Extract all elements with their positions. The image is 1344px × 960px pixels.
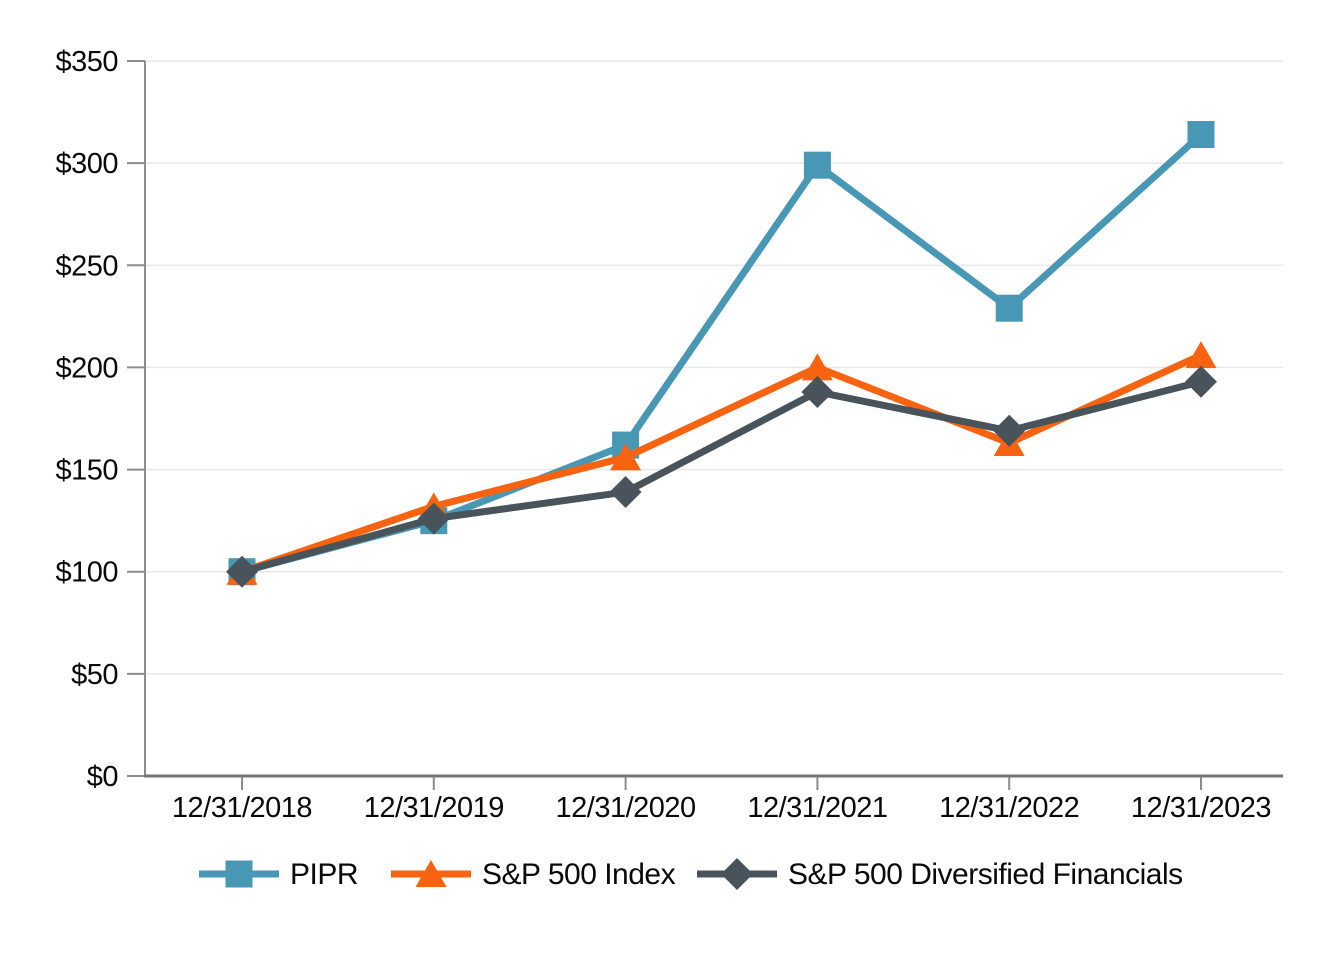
legend-item-s-p-500-diversified-financials: S&P 500 Diversified Financials bbox=[697, 858, 1183, 891]
y-tick-label: $50 bbox=[71, 659, 118, 691]
y-tick-label: $150 bbox=[55, 455, 118, 487]
x-tick-label: 12/31/2023 bbox=[1131, 792, 1271, 824]
s-p-500-diversified-financials-marker bbox=[417, 502, 450, 535]
y-tick-label: $100 bbox=[55, 557, 118, 589]
x-tick-label: 12/31/2019 bbox=[364, 792, 504, 824]
s-p-500-diversified-financials-marker bbox=[993, 414, 1026, 447]
legend: PIPR S&P 500 Index S&P 500 Diversified Fin… bbox=[199, 858, 1183, 891]
series-s-p-500-index bbox=[226, 341, 1217, 585]
s-p-500-index-legend-marker bbox=[415, 860, 447, 887]
s-p-500-diversified-financials-marker bbox=[609, 476, 642, 509]
s-p-500-index-marker bbox=[801, 353, 833, 381]
x-tick-label: 12/31/2018 bbox=[172, 792, 312, 824]
x-tick-label: 12/31/2022 bbox=[939, 792, 1079, 824]
y-tick-label: $0 bbox=[87, 761, 118, 793]
s-p-500-diversified-financials-legend-marker bbox=[721, 858, 753, 890]
y-tick-label: $200 bbox=[55, 352, 118, 384]
s-p-500-diversified-financials-line bbox=[241, 378, 1202, 576]
s-p-500-index-line bbox=[240, 351, 1203, 576]
legend-item-s-p-500-index: S&P 500 Index bbox=[391, 858, 676, 891]
gridlines bbox=[146, 60, 1283, 675]
pipr-marker bbox=[1187, 121, 1215, 149]
series-pipr bbox=[228, 121, 1215, 586]
pipr-marker bbox=[803, 151, 831, 179]
s-p-500-diversified-financials-marker bbox=[226, 555, 258, 588]
s-p-500-diversified-financials-marker bbox=[1185, 365, 1217, 398]
legend-label-s-p-500-index: S&P 500 Index bbox=[482, 858, 676, 891]
pipr-line bbox=[241, 131, 1204, 576]
legend-label-s-p-500-diversified-financials: S&P 500 Diversified Financials bbox=[788, 858, 1183, 891]
pipr-legend-marker bbox=[225, 860, 253, 888]
y-tick-label: $250 bbox=[55, 250, 118, 282]
legend-label-pipr: PIPR bbox=[290, 858, 358, 891]
y-axis: $0 $50 $100 $150 $200 $250 $300 $350 bbox=[55, 46, 146, 793]
x-tick-label: 12/31/2020 bbox=[556, 792, 696, 824]
pipr-marker bbox=[995, 294, 1023, 322]
s-p-500-diversified-financials-marker bbox=[801, 375, 834, 408]
s-p-500-index-marker bbox=[610, 443, 642, 471]
series-s-p-500-diversified-financials bbox=[226, 365, 1217, 588]
legend-item-pipr: PIPR bbox=[199, 858, 359, 891]
y-tick-label: $350 bbox=[55, 46, 118, 78]
x-axis: 12/31/2018 12/31/2019 12/31/2020 12/31/2021… bbox=[144, 774, 1283, 824]
x-tick-label: 12/31/2021 bbox=[747, 792, 887, 824]
s-p-500-index-marker bbox=[1185, 341, 1217, 369]
y-tick-label: $300 bbox=[55, 148, 118, 180]
